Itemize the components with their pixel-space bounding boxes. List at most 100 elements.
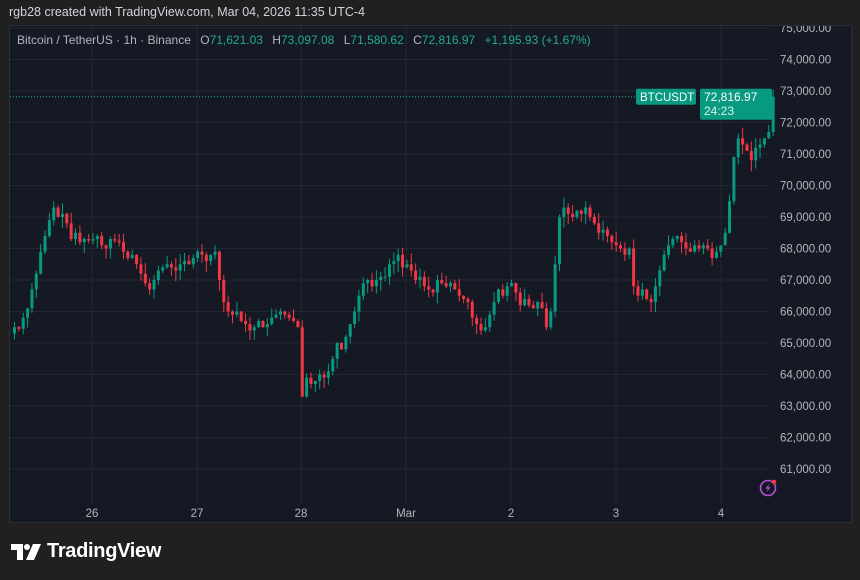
candle-body [78, 232, 82, 243]
tradingview-logo-icon [11, 543, 41, 560]
candle-body [335, 343, 339, 359]
candle-body [113, 239, 117, 241]
candle-body [318, 374, 322, 381]
candle-body [466, 298, 470, 303]
candle-body [43, 235, 47, 252]
high-value: 73,097.08 [280, 33, 335, 47]
candle-body [627, 248, 631, 255]
candle-body [649, 298, 653, 303]
candle-body [56, 207, 60, 217]
candle-body [771, 96, 775, 132]
symbol-tag-background [636, 88, 696, 105]
candle-body [152, 280, 156, 290]
tradingview-logo[interactable]: TradingView [11, 540, 161, 563]
price-tick-label: 74,000.00 [780, 55, 831, 67]
candle-body [235, 311, 239, 315]
candle-body [601, 229, 605, 233]
candle-body [91, 239, 95, 241]
candle-body [248, 324, 252, 331]
candle-body [684, 242, 688, 249]
time-axis[interactable]: 26 27 28 Mar 2 3 4 [86, 508, 725, 520]
lightning-alert-icon[interactable] [759, 479, 777, 497]
candle-body [754, 147, 758, 161]
candle-body [257, 320, 261, 328]
candle-body [719, 245, 723, 252]
candle-body [209, 254, 213, 262]
candle-body [706, 245, 710, 249]
candle-body [514, 283, 518, 293]
candle-body [326, 371, 330, 378]
candle-body [261, 320, 265, 328]
candle-body [544, 308, 548, 328]
candle-body [671, 239, 675, 246]
candle-body [74, 232, 78, 240]
candle-body [265, 324, 269, 328]
candle-body [143, 273, 147, 284]
change-value: +1,195.93 (+1.67%) [484, 33, 591, 47]
candle-body [340, 343, 343, 350]
candle-body [449, 283, 452, 287]
candle-body [745, 144, 749, 151]
candle-body [444, 283, 448, 287]
candle-body [531, 305, 535, 309]
candle-body [108, 239, 112, 249]
candle-body [414, 270, 418, 280]
candle-body [370, 280, 374, 287]
candle-body [645, 289, 649, 299]
candle-body [605, 229, 609, 236]
candle-body [566, 207, 570, 214]
candle-body [283, 311, 287, 315]
candle-body [762, 138, 766, 145]
symbol-tag: BTCUSDT [636, 88, 696, 105]
price-axis[interactable]: 75,000.00 74,000.00 73,000.00 72,000.00 71,0… [780, 26, 831, 476]
candle-body [562, 207, 566, 217]
candle-body [697, 245, 701, 249]
candle-body [501, 289, 505, 296]
candle-body [422, 276, 426, 287]
last-price-tag-background [700, 88, 772, 120]
candle-body [217, 251, 221, 280]
price-tick-label: 71,000.00 [780, 149, 831, 161]
candle-body [732, 157, 736, 202]
candle-body [95, 235, 99, 240]
candle-body [274, 314, 278, 318]
candle-body [457, 289, 461, 296]
candle-body [213, 251, 217, 255]
chart-legend: Bitcoin / TetherUS · 1h · Binance O71,62… [17, 33, 591, 47]
candle-body [470, 302, 474, 318]
candle-body [174, 267, 178, 271]
candle-body [187, 261, 191, 265]
time-tick-label: 4 [718, 508, 725, 520]
candle-body [52, 207, 56, 221]
candle-body [714, 251, 718, 258]
candle-body [418, 276, 422, 280]
time-tick-label: 2 [508, 508, 514, 520]
close-label: C [413, 33, 422, 47]
candle-body [47, 220, 51, 236]
candle-body [488, 314, 492, 328]
chart-attribution: rgb28 created with TradingView.com, Mar … [9, 5, 365, 19]
candle-body [723, 232, 727, 246]
candle-body [405, 264, 409, 268]
time-tick-label: 26 [86, 508, 99, 520]
price-tick-label: 62,000.00 [780, 433, 831, 445]
price-tick-label: 72,000.00 [780, 118, 831, 130]
time-tick-label: Mar [396, 508, 416, 520]
candle-body [361, 283, 365, 296]
price-tick-label: 67,000.00 [780, 275, 831, 287]
candle-body [200, 251, 204, 255]
candle-body [17, 327, 21, 329]
candle-body [701, 245, 705, 249]
candle-body [100, 235, 104, 246]
candle-body [196, 251, 200, 258]
close-value: 72,816.97 [421, 33, 476, 47]
candlestick-chart[interactable]: 75,000.00 74,000.00 73,000.00 72,000.00 71,0… [10, 26, 853, 524]
chart-panel[interactable]: 75,000.00 74,000.00 73,000.00 72,000.00 71,0… [9, 25, 852, 523]
candle-body [366, 280, 370, 284]
candle-body [749, 150, 753, 161]
candle-body [13, 327, 16, 334]
candle-body [270, 317, 274, 325]
candle-body [60, 213, 64, 217]
candle-body [632, 248, 636, 287]
candle-body [636, 286, 640, 296]
